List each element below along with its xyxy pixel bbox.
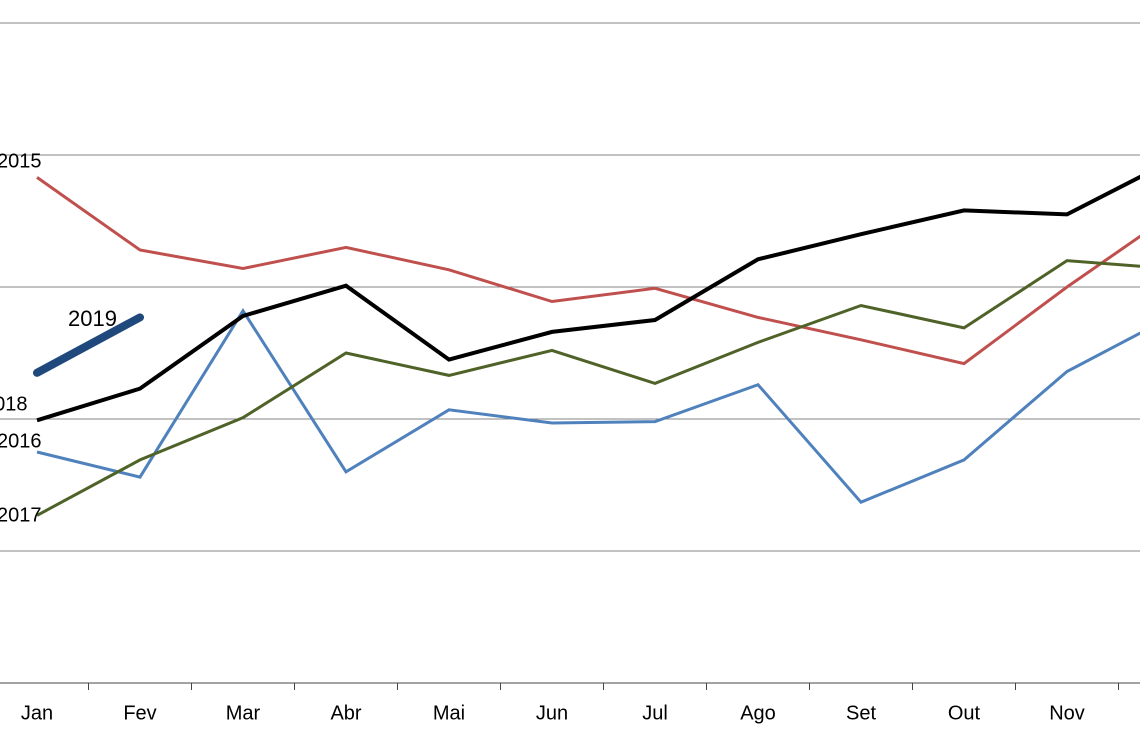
series-label: 2015	[0, 150, 42, 172]
x-tick-label: Abr	[330, 702, 361, 724]
x-tick-label: Nov	[1049, 702, 1085, 724]
series-line	[36, 259, 1140, 517]
series-label: 2018	[0, 393, 28, 415]
x-tick-label: Out	[948, 702, 981, 724]
x-tick-label: Set	[846, 702, 876, 724]
x-tick-label: Jan	[21, 702, 53, 724]
x-tick-label: Ago	[740, 702, 776, 724]
series-line	[33, 313, 144, 377]
series-line	[36, 174, 1140, 423]
x-tick-label: Fev	[123, 702, 156, 724]
series-label: 2016	[0, 430, 42, 452]
x-tick-label: Jul	[642, 702, 668, 724]
x-tick-label: Jun	[536, 702, 568, 724]
series-label: 2017	[0, 504, 42, 526]
x-tick-label: Mai	[433, 702, 465, 724]
series-label: 2019	[68, 306, 117, 331]
series-line	[36, 307, 1140, 504]
series-line	[36, 176, 1140, 366]
x-tick-label: Mar	[226, 702, 261, 724]
